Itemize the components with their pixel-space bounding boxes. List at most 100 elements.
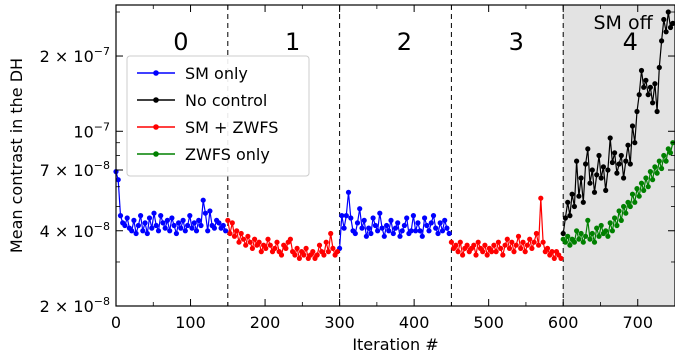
x-tick-label: 100	[175, 313, 206, 332]
data-point	[614, 170, 620, 176]
data-point	[596, 152, 602, 159]
data-point	[426, 228, 432, 234]
y-axis-label: Mean contrast in the DH	[7, 58, 26, 253]
data-point	[589, 167, 595, 173]
data-point	[408, 228, 414, 234]
data-point	[124, 215, 130, 221]
data-point	[328, 230, 334, 237]
data-point	[527, 236, 533, 242]
data-point	[576, 193, 582, 199]
series-line	[562, 11, 674, 234]
data-point	[417, 228, 423, 234]
data-point	[665, 146, 671, 152]
data-point	[375, 228, 381, 234]
data-point	[321, 252, 327, 258]
data-point	[643, 175, 649, 181]
data-point	[652, 81, 658, 87]
data-point	[392, 225, 399, 231]
data-point	[603, 228, 609, 234]
data-point	[585, 217, 591, 223]
data-point	[278, 252, 285, 258]
data-point	[223, 228, 229, 234]
data-point	[247, 239, 253, 245]
data-point	[632, 140, 638, 146]
data-point	[638, 67, 645, 74]
series-sm-zwfs	[225, 195, 564, 261]
data-point	[193, 228, 200, 234]
data-point	[636, 92, 642, 98]
data-point	[571, 203, 578, 210]
data-point	[567, 213, 573, 219]
x-tick-label: 600	[548, 313, 579, 332]
legend-swatch-marker	[153, 124, 159, 130]
data-point	[600, 164, 607, 170]
data-point	[511, 249, 517, 255]
data-point	[629, 123, 636, 129]
data-point	[498, 245, 504, 251]
data-point	[437, 220, 443, 226]
data-point	[178, 225, 184, 231]
series-zwfs-only	[560, 140, 675, 248]
data-point	[207, 208, 213, 214]
data-point	[399, 228, 405, 234]
data-point	[482, 242, 488, 248]
legend-entry-label: No control	[185, 91, 267, 110]
data-point	[475, 239, 481, 245]
data-point	[196, 217, 202, 223]
x-tick-label: 0	[111, 313, 121, 332]
data-point	[625, 199, 631, 205]
data-point	[661, 16, 667, 23]
data-point	[643, 77, 649, 83]
data-point	[578, 230, 584, 237]
data-point	[495, 239, 501, 245]
data-point	[180, 217, 186, 223]
data-point	[187, 213, 193, 219]
data-point	[634, 108, 640, 115]
x-tick-label: 200	[250, 313, 281, 332]
data-point	[413, 228, 419, 234]
data-point	[334, 249, 340, 255]
x-axis-label: Iteration #	[352, 335, 438, 354]
data-point	[361, 217, 367, 223]
data-point	[359, 225, 365, 231]
y-tick-label: 2 × 10−7	[40, 45, 110, 66]
data-point	[439, 228, 446, 234]
data-point	[314, 252, 320, 258]
data-point	[589, 230, 595, 237]
data-point	[533, 230, 540, 237]
data-point	[267, 242, 273, 248]
data-point	[240, 236, 247, 242]
data-point	[650, 100, 656, 106]
data-point	[603, 187, 609, 193]
data-point	[524, 242, 531, 248]
data-point	[641, 187, 647, 193]
data-point	[229, 220, 235, 226]
data-point	[609, 159, 616, 166]
data-point	[294, 245, 300, 251]
data-point	[404, 215, 410, 221]
data-point	[140, 228, 146, 234]
x-tick-label: 300	[324, 313, 355, 332]
data-point	[634, 186, 640, 192]
data-point	[667, 150, 674, 156]
data-point	[227, 230, 233, 237]
data-point	[491, 242, 497, 248]
data-point	[386, 228, 392, 234]
data-point	[131, 217, 137, 223]
data-point	[583, 233, 589, 239]
data-point	[142, 220, 148, 226]
legend-entry-label: ZWFS only	[185, 145, 270, 164]
data-point	[594, 225, 600, 231]
data-point	[518, 245, 524, 251]
data-point	[325, 249, 331, 255]
data-point	[544, 245, 551, 251]
data-point	[659, 165, 665, 172]
data-point	[381, 233, 387, 239]
data-point	[650, 177, 656, 183]
data-point	[339, 213, 345, 219]
data-point	[330, 245, 336, 251]
data-point	[238, 230, 244, 237]
data-point	[565, 199, 571, 205]
data-point	[220, 222, 226, 229]
